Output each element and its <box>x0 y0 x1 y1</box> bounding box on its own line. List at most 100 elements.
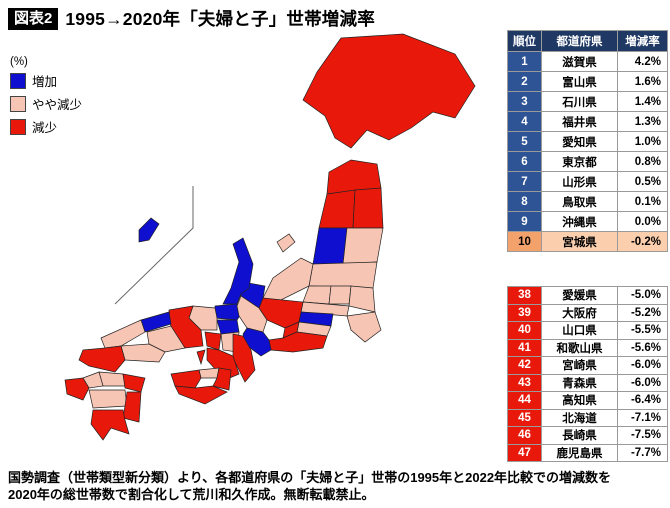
map-region-awaji <box>196 349 206 366</box>
table-row: 8 鳥取県 0.1% <box>507 191 668 212</box>
map-region-kumamoto <box>88 389 128 409</box>
table-row: 46 長崎県 -7.5% <box>507 426 668 445</box>
header: 図表2 1995→2020年「夫婦と子」世帯増減率 <box>8 6 375 31</box>
source-note-line1: 国勢調査（世帯類型新分類）より、各都道府県の「夫婦と子」世帯の1995年と202… <box>8 470 612 485</box>
table-row: 4 福井県 1.3% <box>507 111 668 132</box>
rank-cell: 4 <box>507 111 542 132</box>
rate-cell: -5.5% <box>617 321 668 340</box>
pref-cell: 宮崎県 <box>541 356 618 375</box>
rate-cell: -5.2% <box>617 303 668 322</box>
rate-cell: -7.7% <box>617 443 668 462</box>
source-note-line2: 2020年の総世帯数で割合化して荒川和久作成。無断転載禁止。 <box>8 486 375 502</box>
japan-choropleth-map <box>64 33 476 441</box>
map-region-iwate <box>352 187 384 229</box>
legend-label: やや減少 <box>32 98 83 112</box>
pref-cell: 鹿児島県 <box>541 443 618 462</box>
map-region-tochigi <box>328 285 352 305</box>
table-row: 45 北海道 -7.1% <box>507 408 668 427</box>
rate-cell: -6.0% <box>617 356 668 375</box>
map-region-ehime <box>170 369 202 389</box>
legend-items: 増加 やや減少 減少 <box>10 71 82 136</box>
table-row: 1 滋賀県 4.2% <box>507 51 668 72</box>
ranking-table-top10: 順位 都道府県 増減率 1 滋賀県 4.2% 2 富山県 1.6% 3 石川県 1.4% 4 福井県 1.3… <box>507 30 668 252</box>
rank-cell: 40 <box>507 321 542 340</box>
pref-cell: 長崎県 <box>541 426 618 445</box>
pref-cell: 青森県 <box>541 373 618 392</box>
rate-cell: -0.2% <box>617 231 668 252</box>
rate-cell: -5.0% <box>617 286 668 305</box>
pref-cell: 山形県 <box>541 171 618 192</box>
figure-badge: 図表2 <box>8 7 59 30</box>
rate-cell: -5.6% <box>617 338 668 357</box>
legend-item: 増加 <box>10 71 82 90</box>
page-title: 1995→2020年「夫婦と子」世帯増減率 <box>65 9 375 29</box>
rate-cell: 0.0% <box>617 211 668 232</box>
rank-cell: 1 <box>507 51 542 72</box>
rank-cell: 41 <box>507 338 542 357</box>
pref-cell: 大阪府 <box>541 303 618 322</box>
map-region-sado <box>276 233 296 253</box>
legend-label: 減少 <box>32 121 58 135</box>
ranking-table-bottom10: 38 愛媛県 -5.0% 39 大阪府 -5.2% 40 山口県 -5.5% 41 和歌山県 -5.6… <box>507 286 668 462</box>
rank-cell: 47 <box>507 443 542 462</box>
map-region-hokkaido <box>302 33 476 149</box>
legend-item: やや減少 <box>10 94 82 113</box>
legend-swatch-decrease <box>10 118 26 135</box>
pref-cell: 宮城県 <box>541 231 618 252</box>
rank-cell: 3 <box>507 91 542 112</box>
rate-cell: 0.8% <box>617 151 668 172</box>
rank-cell: 42 <box>507 356 542 375</box>
pref-cell: 滋賀県 <box>541 51 618 72</box>
column-header: 都道府県 <box>541 30 618 52</box>
table-row: 40 山口県 -5.5% <box>507 321 668 340</box>
legend-swatch-slight <box>10 95 26 112</box>
map-region-aichi <box>242 327 272 357</box>
legend-label: 増加 <box>32 75 58 89</box>
pref-cell: 高知県 <box>541 391 618 410</box>
pref-cell: 愛知県 <box>541 131 618 152</box>
rank-cell: 8 <box>507 191 542 212</box>
rate-cell: 1.3% <box>617 111 668 132</box>
map-region-shizuoka <box>268 331 328 353</box>
rank-cell: 5 <box>507 131 542 152</box>
rank-cell: 7 <box>507 171 542 192</box>
map-region-fukuoka <box>98 371 126 387</box>
map-region-yamagata <box>312 227 348 265</box>
rate-cell: -7.5% <box>617 426 668 445</box>
pref-cell: 東京都 <box>541 151 618 172</box>
rank-cell: 43 <box>507 373 542 392</box>
pref-cell: 和歌山県 <box>541 338 618 357</box>
map-legend: (%) 増加やや減少減少 <box>10 56 82 140</box>
rank-cell: 44 <box>507 391 542 410</box>
table-row: 41 和歌山県 -5.6% <box>507 338 668 357</box>
rate-cell: 1.0% <box>617 131 668 152</box>
rank-cell: 6 <box>507 151 542 172</box>
table-row: 5 愛知県 1.0% <box>507 131 668 152</box>
table-row: 43 青森県 -6.0% <box>507 373 668 392</box>
rate-cell: 4.2% <box>617 51 668 72</box>
map-region-kagoshima <box>90 409 130 441</box>
table-row: 47 鹿児島県 -7.7% <box>507 443 668 462</box>
table-row: 3 石川県 1.4% <box>507 91 668 112</box>
map-region-okinawa <box>138 217 160 243</box>
map-region-kochi <box>174 385 228 405</box>
rank-cell: 2 <box>507 71 542 92</box>
pref-cell: 沖縄県 <box>541 211 618 232</box>
table-row: 39 大阪府 -5.2% <box>507 303 668 322</box>
map-region-okayama <box>146 325 186 353</box>
rank-cell: 10 <box>507 231 542 252</box>
legend-swatch-increase <box>10 72 26 89</box>
pref-cell: 鳥取県 <box>541 191 618 212</box>
map-region-yamaguchi <box>78 345 126 373</box>
legend-item: 減少 <box>10 117 82 136</box>
map-region-shimane <box>100 319 146 349</box>
map-region-oita <box>122 373 146 393</box>
map-region-osaka <box>204 331 222 351</box>
table-row: 2 富山県 1.6% <box>507 71 668 92</box>
pref-cell: 山口県 <box>541 321 618 340</box>
legend-unit-label: (%) <box>10 56 28 68</box>
map-region-aomori <box>326 159 382 195</box>
rate-cell: -7.1% <box>617 408 668 427</box>
source-note: 国勢調査（世帯類型新分類）より、各都道府県の「夫婦と子」世帯の1995年と202… <box>8 470 666 504</box>
pref-cell: 愛媛県 <box>541 286 618 305</box>
